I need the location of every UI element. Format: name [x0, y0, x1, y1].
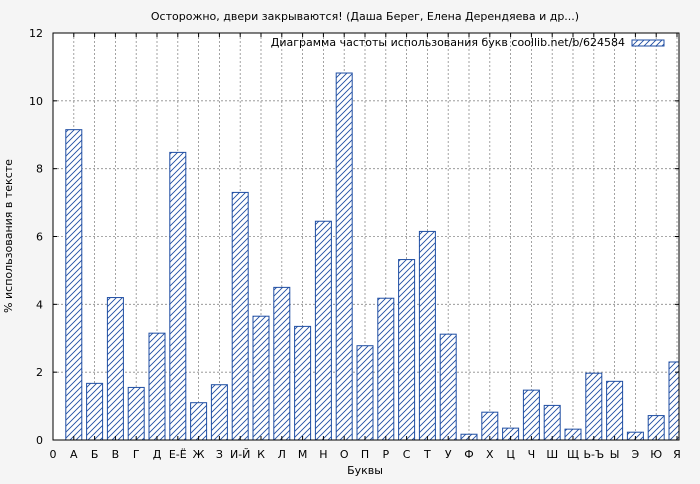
- legend: Диаграмма частоты использования букв coo…: [271, 36, 665, 49]
- x-tick-label: З: [216, 448, 223, 461]
- x-tick-label: Р: [382, 448, 389, 461]
- x-tick-label: О: [340, 448, 349, 461]
- bar-Ь-Ъ: [585, 372, 603, 441]
- bar-Г: [127, 386, 145, 441]
- x-tick-label: А: [70, 448, 78, 461]
- bar-Н: [314, 220, 332, 441]
- bar-Е-Ё: [169, 151, 187, 441]
- x-tick-label: Ы: [610, 448, 620, 461]
- y-axis-label: % использования в тексте: [2, 159, 15, 313]
- y-tick-labels: 0 2 4 6 8 10 12: [29, 27, 43, 447]
- x-tick-label: 0: [50, 448, 57, 461]
- y-tick-label: 12: [29, 27, 43, 40]
- bar-Б: [86, 382, 104, 441]
- bar-И-Й: [231, 191, 249, 441]
- bar-В: [106, 297, 124, 441]
- x-tick-label: Ж: [193, 448, 205, 461]
- y-tick-label: 2: [36, 366, 43, 379]
- bar-Р: [377, 297, 395, 441]
- x-tick-label: Х: [486, 448, 494, 461]
- x-tick-label: У: [445, 448, 452, 461]
- bar-Д: [148, 332, 166, 441]
- x-tick-label: Ч: [528, 448, 536, 461]
- x-tick-label: Я: [673, 448, 681, 461]
- x-tick-label: Ф: [464, 448, 473, 461]
- bar-Ш: [543, 404, 561, 441]
- bar-Х: [481, 411, 499, 441]
- x-tick-label: С: [403, 448, 411, 461]
- bar-Ж: [190, 402, 208, 441]
- bar-К: [252, 315, 270, 441]
- y-tick-label: 10: [29, 95, 43, 108]
- x-tick-label: Е-Ё: [169, 448, 187, 461]
- x-tick-label: К: [257, 448, 265, 461]
- bar-Я: [668, 361, 680, 441]
- chart-title: Осторожно, двери закрываются! (Даша Бере…: [151, 10, 579, 23]
- x-tick-label: В: [112, 448, 120, 461]
- x-axis-label: Буквы: [347, 464, 383, 477]
- y-tick-label: 6: [36, 231, 43, 244]
- bar-Л: [273, 286, 291, 441]
- x-tick-labels: 0 А Б В Г Д Е-Ё Ж З И-Й К Л М Н О П Р С Т У Ф Х Ц Ч Ш Щ Ь-Ъ Ы Э Ю Я: [50, 448, 681, 461]
- x-tick-label: Ш: [546, 448, 558, 461]
- x-tick-label: Б: [91, 448, 99, 461]
- x-tick-label: И-Й: [230, 448, 250, 461]
- legend-label: Диаграмма частоты использования букв coo…: [271, 36, 625, 49]
- bar-П: [356, 345, 374, 441]
- x-tick-label: Э: [632, 448, 640, 461]
- y-tick-label: 8: [36, 163, 43, 176]
- bar-М: [294, 325, 312, 441]
- x-tick-label: Т: [423, 448, 431, 461]
- bar-Т: [418, 230, 436, 441]
- bar-А: [65, 129, 83, 441]
- x-tick-label: Л: [278, 448, 286, 461]
- legend-swatch: [631, 39, 665, 47]
- bar-З: [210, 384, 228, 441]
- bar-У: [439, 333, 457, 441]
- y-tick-label: 4: [36, 298, 43, 311]
- bar-Ч: [522, 389, 540, 441]
- bar-О: [335, 72, 353, 441]
- axis-ticks: [52, 32, 679, 441]
- x-tick-label: Ь-Ъ: [583, 448, 604, 461]
- bar-С: [398, 259, 416, 441]
- x-tick-label: Н: [319, 448, 327, 461]
- x-tick-label: Ц: [506, 448, 515, 461]
- bar-Ы: [606, 380, 624, 441]
- x-tick-label: Ю: [650, 448, 662, 461]
- x-tick-label: П: [361, 448, 369, 461]
- x-tick-label: М: [298, 448, 308, 461]
- x-tick-label: Щ: [567, 448, 579, 461]
- x-tick-label: Д: [153, 448, 162, 461]
- x-tick-label: Г: [133, 448, 140, 461]
- y-tick-label: 0: [36, 434, 43, 447]
